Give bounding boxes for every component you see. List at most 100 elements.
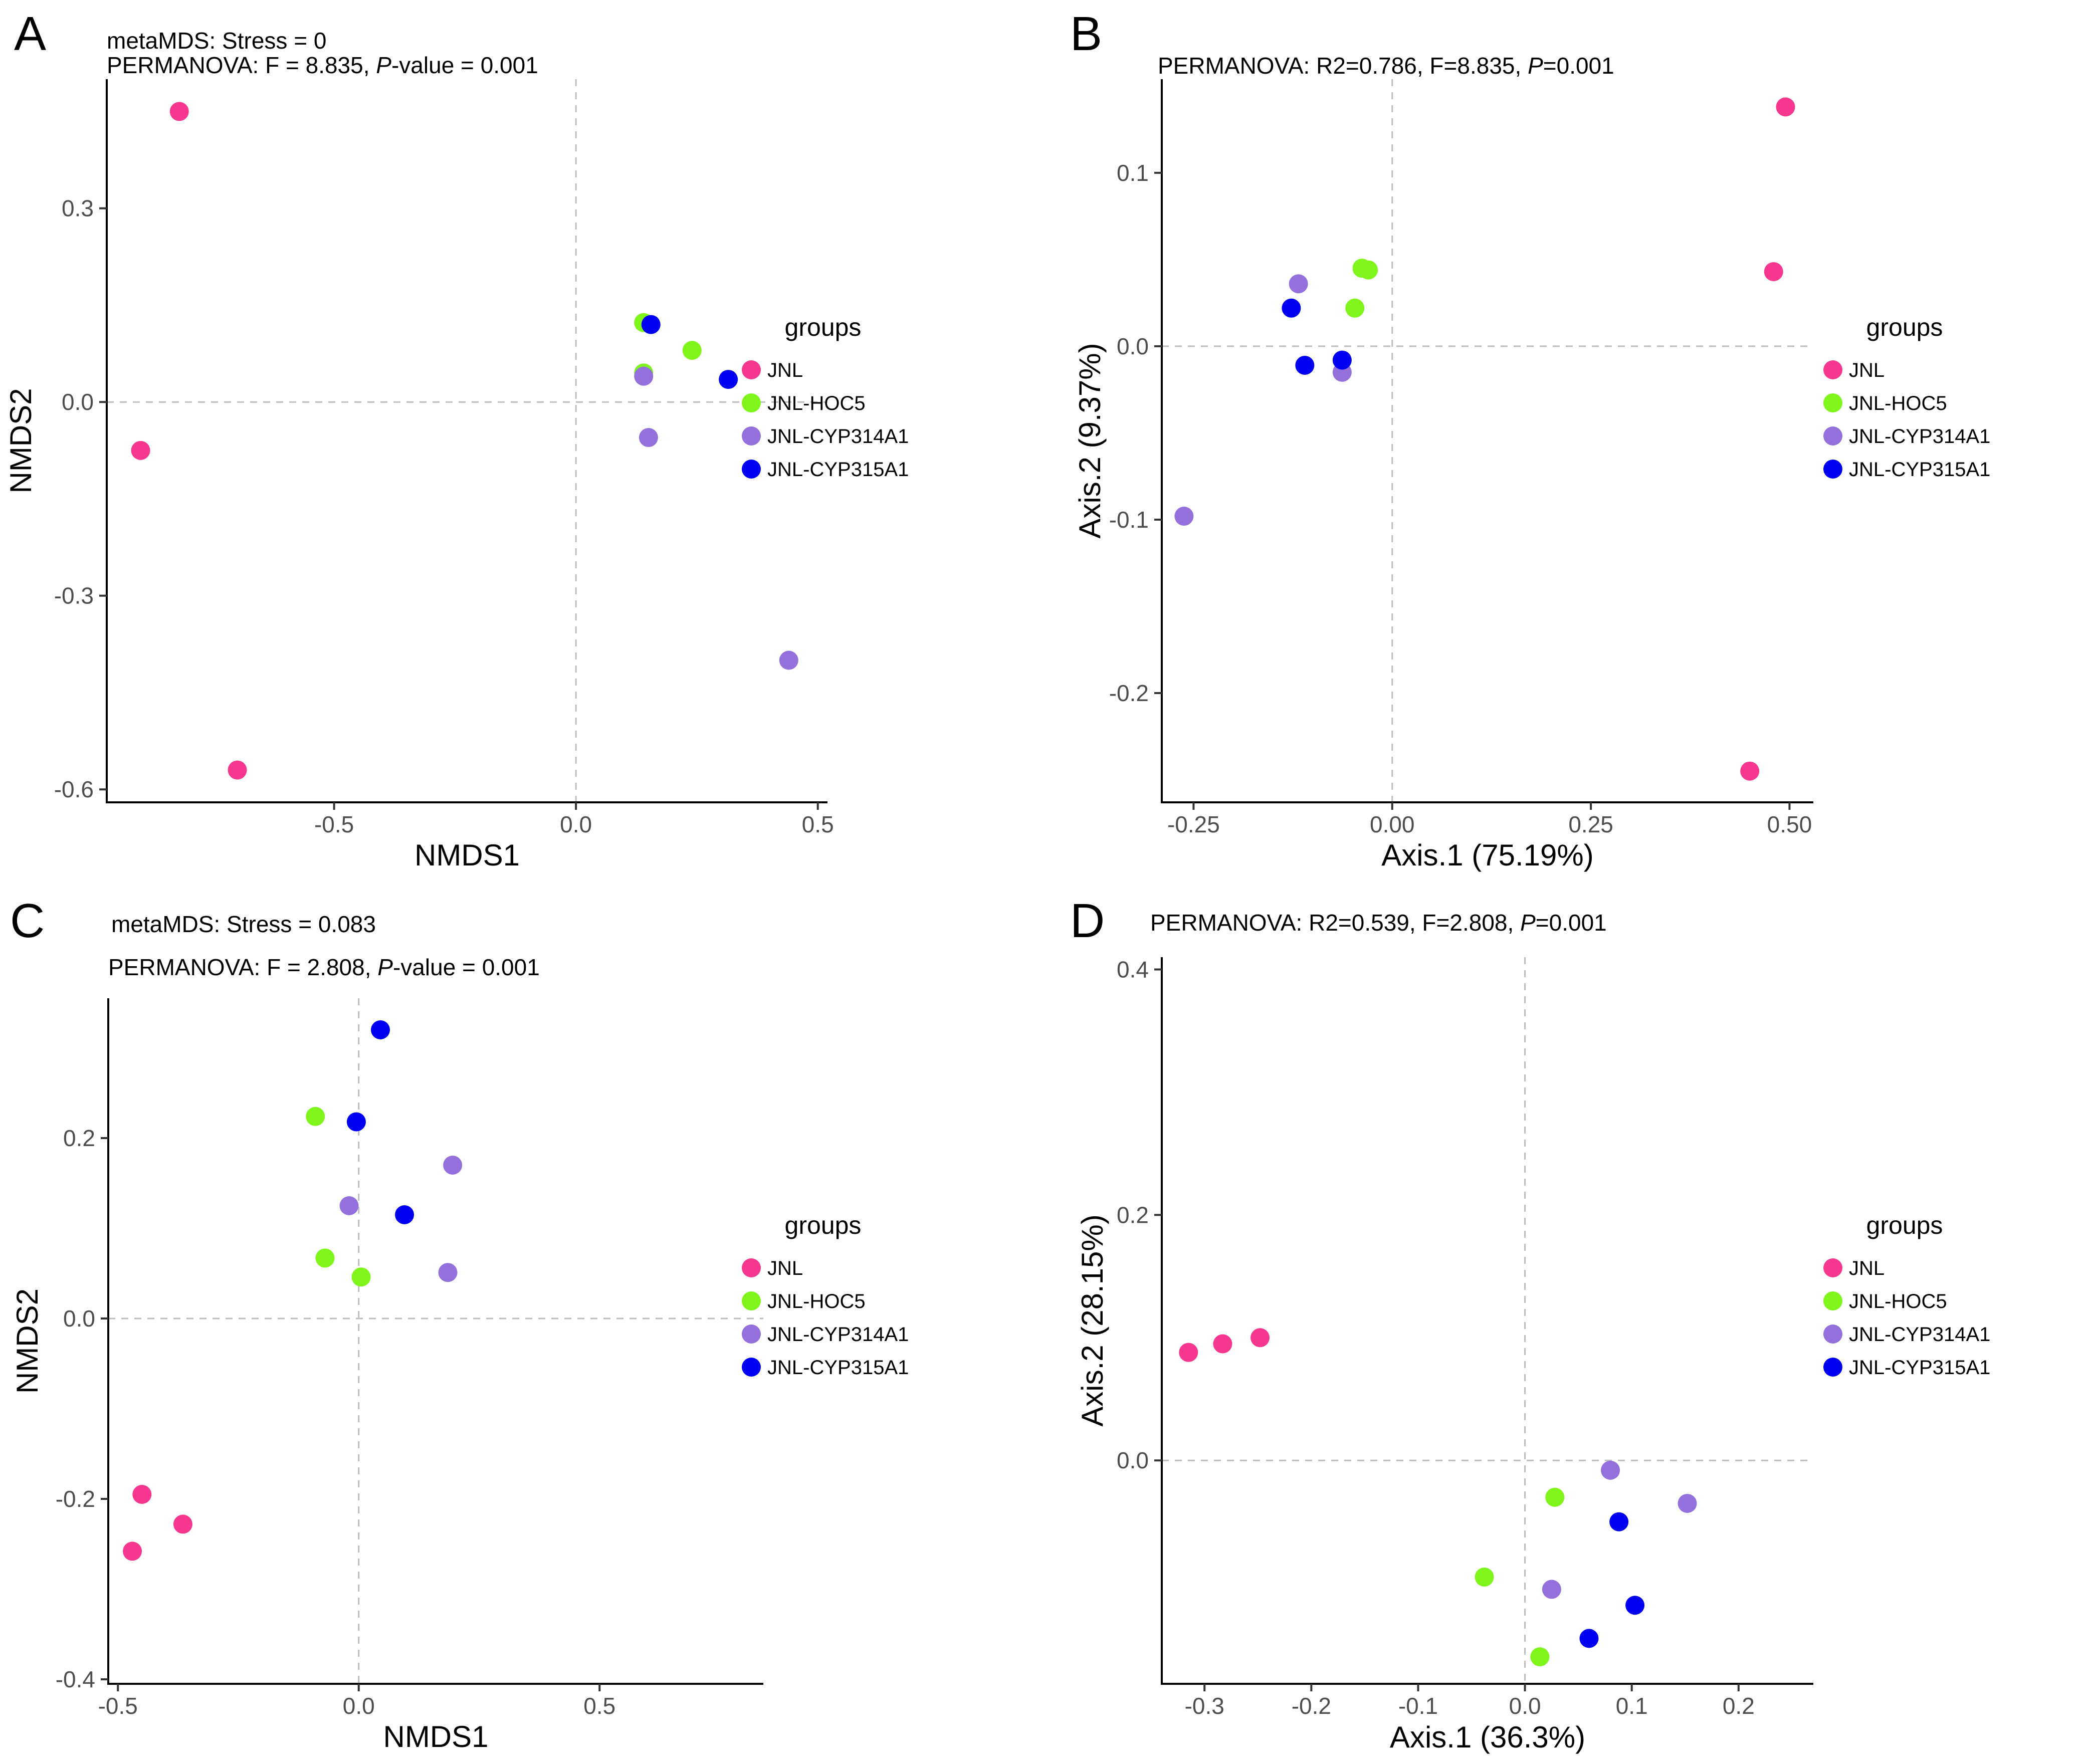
legend-label: JNL-CYP315A1: [1849, 1357, 1990, 1379]
panel-b-point: [1345, 298, 1365, 318]
legend-key: [1823, 426, 1842, 446]
panel-d-y-tick-label: 0.2: [1117, 1202, 1149, 1228]
annotation-segment: PERMANOVA: R2=0.786, F=8.835,: [1158, 53, 1528, 79]
panel-b-point: [1295, 355, 1315, 375]
panel-c-y-tick-label: 0.2: [63, 1125, 95, 1151]
legend-key: [742, 1291, 761, 1310]
panel-d-y-tick-label: 0.0: [1117, 1447, 1149, 1473]
annotation-segment: metaMDS: Stress = 0: [107, 28, 326, 54]
panel-c-point: [173, 1514, 192, 1534]
panel-d-x-tick-label: -0.2: [1292, 1693, 1331, 1719]
panel-a-y-tick-label: 0.3: [62, 195, 94, 222]
panel-a-point: [779, 650, 798, 670]
panel-a-annotation-2: PERMANOVA: F = 8.835, P-value = 0.001: [107, 52, 538, 78]
panel-a-y-axis-title: NMDS2: [4, 388, 38, 493]
panel-b-legend: groups JNL JNL-HOC5 JNL-CYP314A1 JNL-CYP315A…: [1823, 313, 1990, 481]
annotation-segment: PERMANOVA: F = 2.808,: [108, 954, 377, 980]
panel-c-x-axis-title: NMDS1: [383, 1720, 488, 1753]
panel-c-letter: C: [10, 894, 45, 948]
panel-a-x-tick-label: -0.5: [314, 811, 354, 837]
panel-b-series-jnl-cyp315a1: [1282, 298, 1352, 375]
panel-a-point: [634, 366, 654, 386]
panel-d-point: [1213, 1334, 1232, 1354]
legend-label: JNL-HOC5: [767, 392, 866, 414]
panel-b-y-tick-label: 0.1: [1117, 160, 1149, 186]
panel-a-legend: groups JNL JNL-HOC5 JNL-CYP314A1 JNL-CYP315A…: [742, 313, 909, 481]
panel-c-y-tick-label: 0.0: [63, 1305, 95, 1332]
legend-key: [1823, 360, 1842, 379]
legend-key: [1823, 460, 1842, 479]
legend-label: JNL: [1849, 359, 1885, 381]
panel-d-annotation-1: PERMANOVA: R2=0.539, F=2.808, P=0.001: [1150, 910, 1607, 936]
panel-b-y-tick-label: -0.1: [1109, 507, 1149, 533]
panel-c-series-jnl-hoc5: [306, 1107, 371, 1287]
panel-c-point: [339, 1196, 359, 1215]
panel-d-x-tick-label: -0.1: [1398, 1693, 1438, 1719]
panel-a-point: [641, 315, 661, 334]
panel-b: B PERMANOVA: R2=0.786, F=8.835, P=0.001 -0…: [1070, 7, 1990, 872]
panel-c-x-tick-label: -0.5: [98, 1693, 138, 1719]
panel-d-point: [1179, 1343, 1198, 1362]
panel-d-point: [1250, 1328, 1270, 1348]
legend-title: groups: [1866, 1211, 1943, 1239]
panel-a-point: [719, 370, 738, 389]
panel-c-x-tick-label: 0.5: [583, 1693, 615, 1719]
panel-a-y-tick-label: -0.6: [54, 776, 94, 802]
legend-key: [742, 360, 761, 379]
panel-b-x-tick-label: 0.00: [1370, 811, 1415, 837]
panel-d-series-jnl-hoc5: [1475, 1487, 1565, 1667]
panel-a-letter: A: [14, 7, 46, 61]
panel-d-point: [1545, 1487, 1565, 1507]
panel-c-annotation-1: metaMDS: Stress = 0.083: [111, 911, 376, 937]
panel-a-x-axis-title: NMDS1: [414, 838, 520, 872]
panel-d-point: [1609, 1512, 1629, 1531]
legend-key: [1823, 1258, 1842, 1277]
panel-c-point: [438, 1263, 458, 1282]
panel-a-point: [228, 760, 247, 780]
annotation-segment: -value = 0.001: [391, 52, 538, 78]
legend-label: JNL-HOC5: [1849, 1290, 1947, 1312]
legend-label: JNL-CYP315A1: [1849, 459, 1990, 481]
panel-b-letter: B: [1070, 7, 1102, 61]
panel-a-point: [131, 440, 150, 460]
legend-key: [1823, 1358, 1842, 1377]
panel-b-point: [1174, 507, 1194, 526]
panel-d-point: [1530, 1647, 1550, 1667]
panel-c-series-jnl: [123, 1485, 192, 1561]
annotation-segment: PERMANOVA: R2=0.539, F=2.808,: [1150, 910, 1520, 936]
legend-label: JNL: [1849, 1257, 1885, 1279]
panel-c-y-tick-label: -0.2: [56, 1486, 95, 1512]
annotation-segment: PERMANOVA: F = 8.835,: [107, 52, 376, 78]
panel-b-x-tick-label: -0.25: [1167, 811, 1220, 837]
panel-d-legend: groups JNL JNL-HOC5 JNL-CYP314A1 JNL-CYP315A…: [1823, 1211, 1990, 1379]
annotation-segment: metaMDS: Stress = 0.083: [111, 911, 376, 937]
panel-c-point: [132, 1485, 152, 1504]
panel-a-point: [639, 428, 658, 448]
panel-c-series-jnl-cyp314a1: [339, 1156, 463, 1282]
panel-c-point: [370, 1020, 390, 1039]
panel-a-x-tick-label: 0.0: [560, 811, 592, 837]
panel-a-point: [169, 102, 189, 121]
panel-d-letter: D: [1070, 894, 1105, 948]
panel-b-point: [1282, 298, 1301, 318]
panel-a-series-jnl-cyp314a1: [634, 366, 798, 670]
panel-c-point: [306, 1107, 325, 1126]
panel-c-point: [443, 1156, 463, 1175]
legend-key: [742, 426, 761, 446]
panel-a-annotation-1: metaMDS: Stress = 0: [107, 28, 326, 54]
panel-d-point: [1475, 1567, 1494, 1587]
panel-b-x-tick-label: 0.50: [1767, 811, 1812, 837]
panel-a-point: [682, 341, 702, 360]
panel-b-point: [1764, 262, 1783, 282]
panel-d-series-jnl-cyp315a1: [1579, 1512, 1645, 1648]
annotation-segment: =0.001: [1536, 910, 1607, 936]
panel-d: D PERMANOVA: R2=0.539, F=2.808, P=0.001 -0…: [1070, 894, 1990, 1754]
legend-label: JNL-CYP314A1: [1849, 425, 1990, 448]
panel-c-point: [395, 1205, 414, 1224]
legend-title: groups: [1866, 313, 1943, 341]
panel-d-series-jnl: [1179, 1328, 1270, 1362]
legend-title: groups: [785, 1211, 862, 1239]
